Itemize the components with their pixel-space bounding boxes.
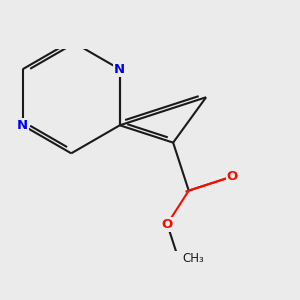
Text: N: N	[114, 63, 125, 76]
Text: N: N	[17, 119, 28, 132]
Text: O: O	[227, 170, 238, 183]
Text: O: O	[162, 218, 173, 231]
Text: CH₃: CH₃	[182, 252, 204, 265]
